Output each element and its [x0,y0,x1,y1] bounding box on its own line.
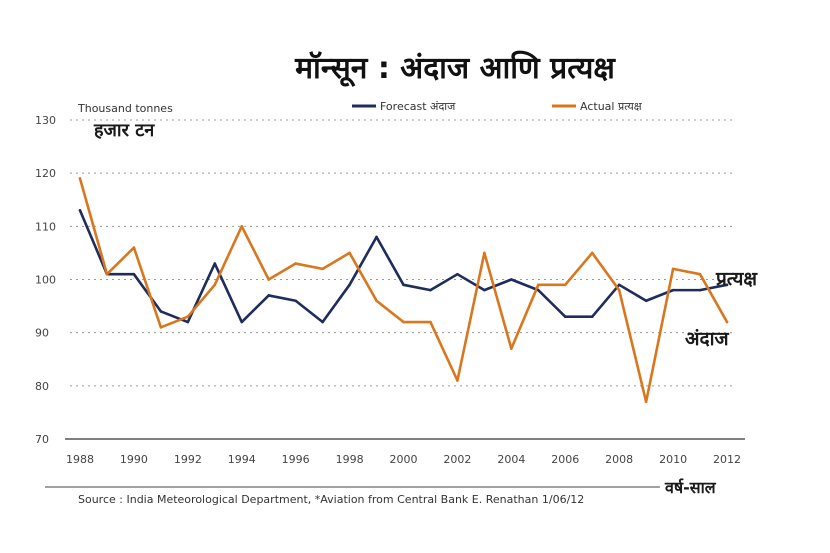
data-point-actual-1989 [105,272,109,276]
data-point-forecast-1991 [159,310,163,313]
data-point-actual-1998 [348,251,351,255]
data-point-forecast-1996 [294,299,297,303]
x-tick-label-2004: 2004 [497,453,525,466]
x-tick-labels: 1988 1990 1992 1994 1996 1998 2000 2002 2004 2006… [66,453,741,466]
y-tick-label-70: 70 [35,433,49,446]
legend: Forecast अंदाज Actual प्रत्यक्ष [352,100,643,113]
data-point-actual-2004 [510,347,513,350]
data-point-actual-1996 [294,262,297,265]
data-point-actual-2007 [590,251,594,255]
data-point-forecast-2001 [429,288,432,292]
legend-forecast-label: Forecast अंदाज [380,100,456,113]
data-point-actual-1995 [267,278,271,281]
data-point-actual-2012 [725,320,729,324]
data-point-actual-2011 [698,272,702,276]
data-point-forecast-2012 [725,283,729,287]
data-point-forecast-2011 [698,288,702,292]
data-point-actual-2006 [563,283,567,287]
data-point-forecast-2000 [402,283,405,287]
data-point-actual-1993 [213,283,217,287]
data-point-forecast-1988 [78,209,82,212]
x-tick-label-2012: 2012 [713,453,741,466]
x-tick-label-1988: 1988 [66,453,94,466]
data-point-forecast-1995 [267,294,271,297]
data-point-forecast-2005 [536,288,540,292]
data-point-forecast-2002 [456,272,459,276]
x-tick-label-2006: 2006 [551,453,579,466]
series-line-forecast [78,209,729,324]
annotation-forecast: अंदाज [685,328,730,350]
y-tick-labels: 70 80 90 100 110 120 130 [35,114,56,446]
x-tick-label-1994: 1994 [228,453,256,466]
data-point-forecast-1997 [321,320,324,324]
x-tick-label-2008: 2008 [605,453,633,466]
data-point-actual-1994 [240,225,244,228]
data-point-forecast-1990 [132,272,136,276]
chart-title: मॉन्सून : अंदाज आणि प्रत्यक्ष [294,50,616,87]
data-point-actual-2001 [429,320,432,324]
data-point-forecast-2010 [671,288,675,292]
x-axis-label: वर्ष-साल [664,478,717,497]
data-point-actual-1992 [186,315,190,319]
data-point-forecast-2009 [644,299,648,303]
data-point-forecast-2008 [617,283,621,287]
series-lines [78,177,729,404]
data-point-actual-1991 [159,326,163,329]
unit-label-hi: हजार टन [93,120,155,141]
series-points [78,177,729,404]
data-point-forecast-1998 [348,283,351,287]
y-tick-label-110: 110 [35,220,56,233]
annotation-actual: प्रत्यक्ष [715,268,758,290]
data-point-actual-2005 [536,283,540,287]
x-tick-label-1992: 1992 [174,453,202,466]
x-tick-label-2002: 2002 [443,453,471,466]
data-point-forecast-2003 [483,288,486,292]
y-tick-label-90: 90 [35,327,49,340]
data-point-actual-2003 [483,251,486,255]
y-tick-label-80: 80 [35,380,49,393]
data-point-actual-1997 [321,267,324,271]
y-tick-label-120: 120 [35,167,56,180]
source-note: Source : India Meteorological Department… [78,493,584,506]
data-point-forecast-2006 [563,315,567,319]
x-tick-label-1990: 1990 [120,453,148,466]
gridlines [70,119,735,387]
data-point-forecast-1993 [213,262,217,265]
x-tick-label-2000: 2000 [390,453,418,466]
legend-actual-label: Actual प्रत्यक्ष [580,100,643,113]
data-point-forecast-2007 [590,315,594,319]
data-point-actual-2010 [671,267,675,271]
data-point-actual-2008 [617,288,621,292]
data-point-forecast-2004 [510,278,513,281]
unit-label-en: Thousand tonnes [77,102,173,115]
data-point-actual-1988 [78,177,82,180]
x-tick-label-1998: 1998 [336,453,364,466]
data-point-actual-1990 [132,246,136,249]
y-tick-label-130: 130 [35,114,56,127]
x-tick-label-2010: 2010 [659,453,687,466]
data-point-actual-2009 [644,400,648,404]
data-point-forecast-1999 [375,235,378,239]
data-point-forecast-1992 [186,320,190,324]
data-point-actual-2000 [402,320,405,324]
data-point-actual-1999 [375,299,378,303]
y-tick-label-100: 100 [35,274,56,287]
data-point-actual-2002 [456,379,459,382]
data-point-forecast-1994 [240,320,244,324]
x-tick-label-1996: 1996 [282,453,310,466]
